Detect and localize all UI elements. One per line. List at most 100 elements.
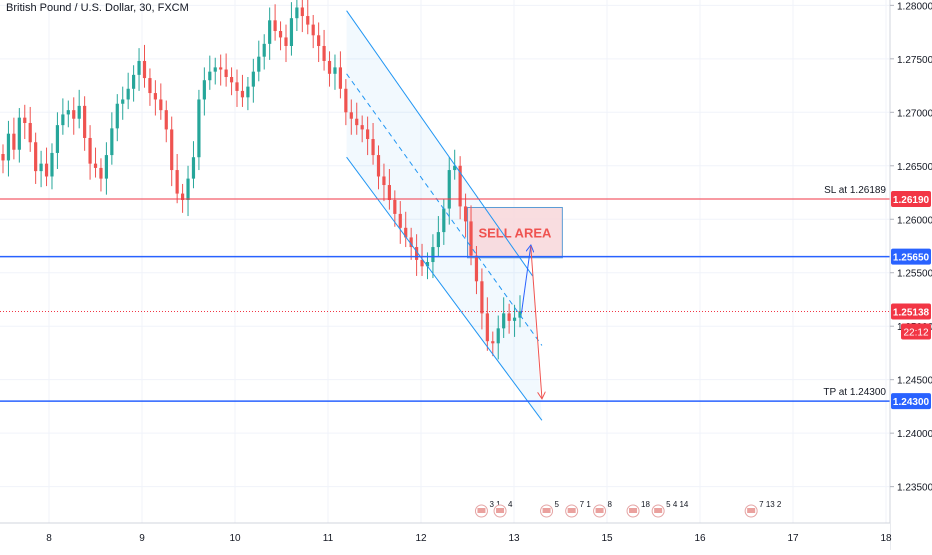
candle-body bbox=[246, 86, 250, 98]
sl-price-tag-bg bbox=[891, 191, 931, 208]
candle-body bbox=[355, 118, 359, 126]
candle-body bbox=[491, 341, 495, 344]
candle-body bbox=[311, 24, 315, 36]
sl-label: SL at 1.26189 bbox=[824, 185, 886, 196]
candle-body bbox=[317, 35, 321, 46]
candle-body bbox=[224, 69, 228, 78]
event-marker: 8 bbox=[593, 500, 613, 518]
projection-down-arrow bbox=[530, 245, 542, 398]
price-tick-label: 1.27500 bbox=[897, 55, 932, 66]
candle-body bbox=[518, 311, 522, 318]
candle-body bbox=[126, 88, 130, 100]
candle-body bbox=[164, 110, 168, 130]
candle-body bbox=[344, 88, 348, 113]
price-axis-bg bbox=[890, 0, 932, 550]
tp-price-tag: 1.24300 bbox=[893, 397, 930, 408]
tp-label: TP at 1.24300 bbox=[823, 387, 886, 398]
channel-upper bbox=[346, 10, 534, 277]
candle-body bbox=[55, 125, 60, 153]
candle-body bbox=[349, 112, 353, 119]
candle-body bbox=[420, 259, 424, 267]
time-tick-label: 9 bbox=[139, 533, 145, 544]
resistance-price-tag: 1.25650 bbox=[893, 253, 930, 264]
event-count: 4 bbox=[508, 500, 513, 509]
event-count: 3 1 bbox=[489, 500, 501, 509]
event-flag-stripes bbox=[747, 508, 756, 513]
candle-body bbox=[61, 114, 65, 126]
candle-body bbox=[186, 178, 190, 201]
candle-body bbox=[77, 105, 81, 119]
event-marker: 5 bbox=[540, 500, 560, 518]
event-count: 5 bbox=[555, 500, 560, 509]
candle-body bbox=[104, 155, 108, 179]
candle-body bbox=[333, 67, 337, 74]
candle-body bbox=[480, 281, 484, 314]
channel-middle bbox=[346, 73, 543, 346]
time-tick-label: 18 bbox=[880, 533, 892, 544]
event-count: 5 4 14 bbox=[666, 500, 689, 509]
candle-body bbox=[235, 82, 239, 91]
candle-body bbox=[458, 165, 462, 207]
candle-body bbox=[12, 133, 16, 150]
candle-body bbox=[387, 185, 391, 201]
price-tick-label: 1.27000 bbox=[897, 108, 932, 119]
candle-body bbox=[240, 90, 245, 98]
candle-body bbox=[1, 154, 5, 161]
event-count: 8 bbox=[608, 500, 613, 509]
candle-body bbox=[376, 155, 381, 177]
time-axis-bg bbox=[0, 523, 890, 550]
candle-body bbox=[360, 125, 364, 130]
event-marker: 7 1 bbox=[565, 500, 591, 518]
candle-body bbox=[496, 328, 500, 344]
candle-body bbox=[393, 200, 397, 214]
candle-body bbox=[425, 262, 430, 267]
time-tick-label: 11 bbox=[323, 533, 334, 544]
candle-body bbox=[28, 122, 32, 143]
event-flag-stripes bbox=[654, 508, 663, 513]
candle-body bbox=[66, 110, 70, 115]
candle-body bbox=[83, 105, 87, 138]
time-tick-label: 17 bbox=[787, 533, 799, 544]
candle-body bbox=[398, 213, 402, 228]
candle-body bbox=[289, 18, 294, 46]
candle-body bbox=[502, 313, 506, 329]
current-price-tag: 1.25138 bbox=[893, 307, 930, 318]
candle-body bbox=[366, 129, 370, 140]
candle-body bbox=[208, 71, 212, 81]
event-flag-stripes bbox=[496, 508, 505, 513]
candle-body bbox=[273, 20, 277, 32]
candle-body bbox=[219, 67, 223, 70]
candle-body bbox=[431, 247, 435, 263]
event-flag-stripes bbox=[477, 508, 486, 513]
candle-body bbox=[170, 129, 174, 171]
candle-body bbox=[409, 237, 413, 248]
candle-body bbox=[463, 206, 468, 222]
candle-body bbox=[153, 93, 157, 100]
candle-body bbox=[142, 60, 147, 79]
event-flag-stripes bbox=[629, 508, 638, 513]
candle-body bbox=[262, 43, 266, 57]
candle-body bbox=[191, 157, 196, 179]
candle-body bbox=[137, 60, 141, 75]
candle-body bbox=[447, 170, 451, 209]
candle-body bbox=[436, 232, 440, 248]
candle-body bbox=[180, 193, 185, 201]
event-marker: 5 4 14 bbox=[651, 500, 689, 518]
candle-body bbox=[382, 176, 386, 186]
candle-body bbox=[39, 163, 43, 172]
event-count: 7 13 2 bbox=[759, 500, 782, 509]
candle-body bbox=[322, 45, 326, 61]
event-markers: 3 1 4 5 7 1 8 18 5 4 14 7 13 2 bbox=[474, 500, 782, 518]
candle-body bbox=[507, 313, 511, 321]
candle-body bbox=[284, 37, 288, 46]
candle-body bbox=[474, 255, 479, 282]
candle-body bbox=[251, 71, 255, 87]
candle-body bbox=[404, 227, 408, 238]
event-marker: 4 bbox=[493, 500, 513, 518]
candle-body bbox=[268, 20, 272, 44]
candle-body bbox=[512, 317, 517, 321]
time-tick-label: 12 bbox=[415, 533, 427, 544]
time-tick-label: 15 bbox=[601, 533, 613, 544]
